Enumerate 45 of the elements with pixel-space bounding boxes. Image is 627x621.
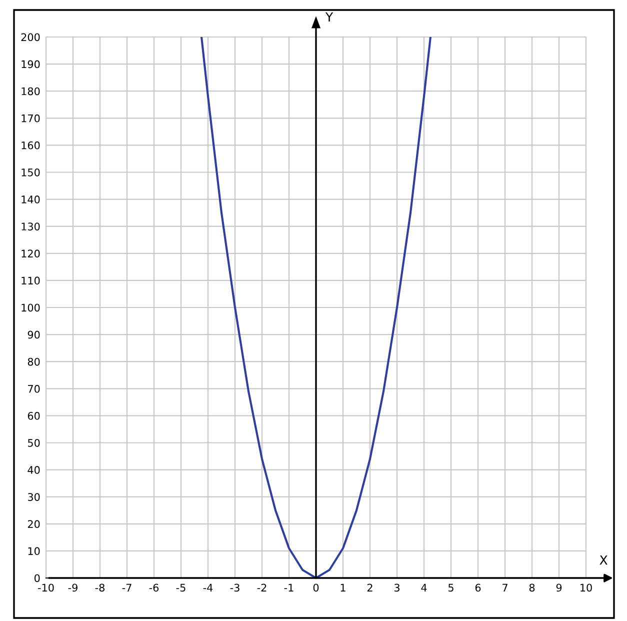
x-tick-label: -2	[257, 584, 266, 592]
x-tick-label: 0	[313, 584, 319, 592]
line-series	[200, 37, 432, 578]
y-tick-label: 120	[22, 250, 40, 258]
y-tick-label: 200	[21, 33, 40, 42]
x-tick-label: 8	[529, 584, 535, 592]
y-tick-label: 40	[28, 466, 40, 474]
y-tick-label: 0	[34, 574, 40, 582]
y-tick-label: 180	[22, 87, 40, 96]
x-tick-label: -9	[68, 584, 78, 592]
x-tick-label: -10	[38, 584, 54, 592]
x-tick-label: 10	[580, 584, 592, 592]
y-tick-label: 70	[28, 384, 40, 393]
x-tick-label: -5	[176, 584, 186, 592]
y-tick-label: 160	[22, 141, 40, 150]
x-tick-label: 3	[394, 584, 400, 592]
y-tick-label: 110	[22, 276, 40, 285]
x-tick-label: -1	[284, 584, 294, 592]
x-tick-label: 9	[556, 584, 562, 592]
y-tick-label: 90	[28, 330, 40, 339]
y-tick-label: 130	[22, 222, 40, 230]
y-tick-label: 80	[28, 358, 40, 366]
y-tick-label: 10	[28, 547, 40, 556]
x-tick-label: 4	[421, 584, 427, 592]
x-tick-label: 1	[340, 584, 346, 592]
x-tick-label: 5	[448, 584, 454, 592]
y-tick-label: 60	[28, 412, 40, 420]
y-tick-label: 170	[22, 114, 40, 122]
y-tick-label: 140	[22, 196, 40, 204]
y-tick-label: 100	[22, 304, 40, 312]
x-tick-label: 6	[475, 584, 481, 592]
x-tick-label: -8	[95, 584, 104, 592]
y-tick-label: 190	[22, 60, 40, 68]
y-tick-label: 20	[28, 520, 40, 528]
x-tick-label: -7	[122, 584, 132, 592]
y-tick-label: 150	[22, 168, 40, 176]
y-tick-label: 30	[28, 493, 40, 501]
y-axis-title: Y	[325, 12, 334, 22]
x-axis-title: X	[600, 555, 608, 565]
y-tick-label: 50	[28, 438, 40, 447]
x-tick-label: -6	[149, 584, 159, 592]
x-tick-label: 2	[367, 584, 372, 592]
x-tick-label: -4	[203, 584, 213, 592]
x-tick-label: -3	[230, 584, 240, 592]
x-tick-label: 7	[502, 584, 508, 592]
